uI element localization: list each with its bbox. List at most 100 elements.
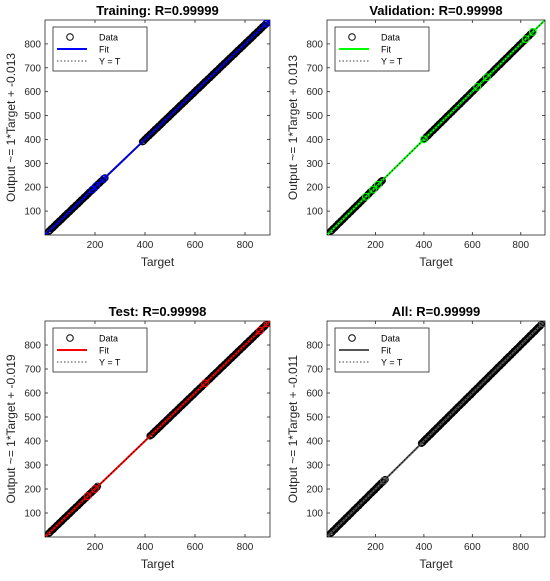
- data-point-highlight: [361, 192, 370, 201]
- data-point-highlight: [369, 185, 377, 194]
- chart-title: Validation: R=0.99998: [369, 3, 502, 18]
- y-tick-label: 100: [24, 509, 41, 520]
- data-point-highlight: [373, 180, 382, 189]
- y-tick-label: 600: [306, 87, 323, 98]
- x-tick-label: 800: [512, 240, 529, 251]
- data-point: [99, 176, 107, 184]
- data-point-highlight: [256, 326, 264, 335]
- legend: Data Fit Y = T: [52, 327, 148, 373]
- legend-label-identity: Y = T: [381, 57, 403, 67]
- legend-label-data: Data: [381, 334, 400, 344]
- chart-panel-1: Training: R=0.99999 200 400 600 800 100 200 300…: [4, 3, 271, 269]
- data-point-highlight: [473, 82, 482, 91]
- y-tick-label: 800: [306, 39, 323, 50]
- data-point-highlight: [538, 321, 545, 328]
- x-axis-label: Target: [419, 557, 453, 571]
- y-axis-label: Output ~= 1*Target + -0.019: [4, 354, 18, 503]
- data-point: [263, 20, 270, 27]
- data-point-highlight: [92, 182, 101, 190]
- x-tick-label: 600: [187, 542, 204, 553]
- data-point: [101, 174, 109, 182]
- legend-label-data: Data: [99, 33, 118, 43]
- legend-label-fit: Fit: [381, 346, 391, 356]
- x-tick-label: 600: [464, 240, 481, 251]
- data-point-highlight: [201, 379, 209, 388]
- y-tick-label: 300: [306, 159, 323, 170]
- y-axis-label: Output ~= 1*Target + 0.013: [286, 55, 300, 200]
- y-tick-label: 500: [24, 111, 41, 122]
- x-tick-label: 400: [416, 240, 433, 251]
- y-tick-label: 700: [24, 63, 41, 74]
- legend: Data Fit Y = T: [52, 26, 148, 72]
- x-tick-label: 800: [512, 542, 529, 553]
- data-point: [379, 478, 387, 486]
- data-point: [93, 483, 101, 492]
- y-tick-label: 700: [24, 365, 41, 376]
- legend-data-marker: [348, 33, 356, 41]
- legend-data-marker: [66, 33, 74, 41]
- y-tick-label: 600: [306, 389, 323, 400]
- x-tick-label: 600: [464, 542, 481, 553]
- x-tick-label: 600: [187, 240, 204, 251]
- chart-panel-3: Test: R=0.99998 200 400 600 800 100 200 300 400 5…: [4, 304, 271, 571]
- data-point-highlight: [263, 321, 270, 328]
- x-tick-label: 800: [237, 240, 254, 251]
- y-tick-label: 400: [306, 135, 323, 146]
- chart-panel-4: All: R=0.99999 200 400 600 800 100 200 300 400 50…: [286, 304, 546, 571]
- y-tick-label: 400: [24, 437, 41, 448]
- chart-title: Training: R=0.99999: [96, 3, 218, 18]
- x-tick-label: 200: [87, 240, 104, 251]
- x-tick-label: 800: [237, 542, 254, 553]
- y-tick-label: 500: [24, 413, 41, 424]
- data-point: [93, 482, 102, 490]
- y-tick-label: 300: [24, 159, 41, 170]
- y-tick-label: 800: [24, 39, 41, 50]
- data-point-highlight: [419, 135, 428, 144]
- data-point: [537, 321, 545, 329]
- data-point-highlight: [380, 476, 388, 485]
- y-tick-label: 600: [24, 87, 41, 98]
- x-axis-label: Target: [141, 255, 175, 269]
- x-tick-label: 200: [87, 542, 104, 553]
- legend: Data Fit Y = T: [334, 26, 430, 72]
- x-tick-label: 400: [416, 542, 433, 553]
- y-tick-label: 100: [24, 207, 41, 218]
- y-tick-label: 300: [24, 461, 41, 472]
- y-axis-label: Output ~= 1*Target + -0.011: [286, 355, 300, 504]
- legend-label-data: Data: [381, 33, 400, 43]
- y-tick-label: 200: [24, 183, 41, 194]
- data-point: [527, 29, 536, 38]
- data-point: [381, 475, 389, 484]
- y-tick-label: 200: [306, 485, 323, 496]
- data-point-highlight: [99, 174, 108, 183]
- x-axis-label: Target: [141, 557, 175, 571]
- y-tick-label: 200: [306, 183, 323, 194]
- identity-line: [45, 20, 270, 235]
- data-point-highlight: [528, 28, 537, 36]
- data-point: [536, 321, 545, 329]
- identity-line: [327, 321, 545, 537]
- chart-title: Test: R=0.99998: [109, 304, 207, 319]
- data-point-highlight: [91, 485, 99, 493]
- data-point-highlight: [482, 73, 491, 82]
- y-tick-label: 100: [306, 509, 323, 520]
- x-axis-label: Target: [419, 255, 453, 269]
- legend-label-data: Data: [99, 334, 118, 344]
- data-point-highlight: [262, 20, 270, 28]
- legend-label-identity: Y = T: [99, 358, 121, 368]
- data-point-highlight: [521, 35, 530, 44]
- data-point: [262, 321, 270, 329]
- x-tick-label: 200: [367, 542, 384, 553]
- highlight-markers: [83, 321, 270, 501]
- data-point: [92, 484, 100, 492]
- identity-line: [45, 321, 270, 537]
- data-markers: [327, 321, 545, 537]
- y-tick-label: 200: [24, 485, 41, 496]
- y-tick-label: 700: [306, 365, 323, 376]
- y-tick-label: 400: [24, 135, 41, 146]
- y-tick-label: 800: [24, 341, 41, 352]
- legend-data-marker: [66, 334, 74, 342]
- legend-label-fit: Fit: [99, 45, 109, 55]
- y-tick-label: 800: [306, 341, 323, 352]
- legend: Data Fit Y = T: [334, 327, 430, 373]
